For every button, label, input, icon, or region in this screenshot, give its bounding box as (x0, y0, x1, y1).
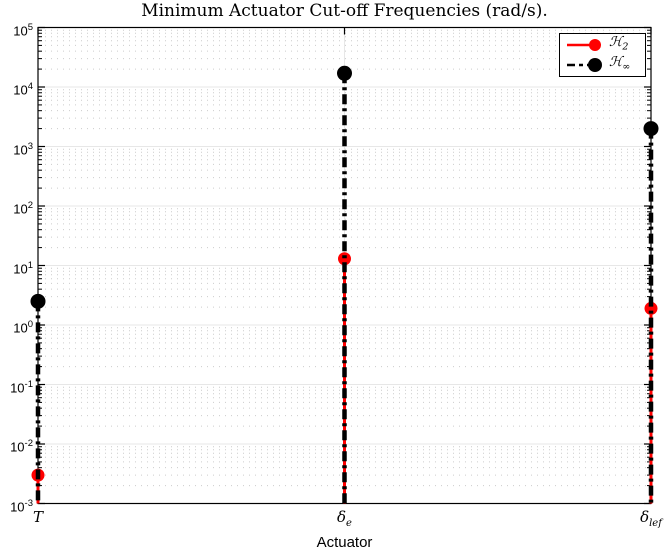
H2-marker-2 (644, 301, 658, 315)
x-axis-title: Actuator (316, 534, 373, 551)
x-tick-label-0: T (32, 508, 44, 526)
h2-legend-glyph (567, 39, 601, 52)
hinf-legend-label: ℋ∞ (609, 53, 631, 73)
y-tick-label-1e5: 105 (13, 21, 33, 38)
Hinf-marker-0 (30, 293, 46, 309)
Hinf-marker-1 (337, 65, 352, 81)
y-tick-label-1e0: 100 (13, 319, 33, 336)
y-tick-label-1e1: 101 (13, 259, 33, 276)
x-tick-label-2: δlef (640, 508, 662, 529)
chart-title: Minimum Actuator Cut-off Frequencies (ra… (141, 1, 548, 21)
y-tick-label-1e-1: 10-1 (10, 378, 33, 395)
y-tick-label-1e-2: 10-2 (10, 438, 33, 455)
hinf-legend-glyph (567, 57, 602, 72)
x-tick-label-1: δe (337, 508, 352, 529)
y-tick-label-1e4: 104 (13, 81, 33, 98)
H2-marker-1 (338, 252, 351, 266)
legend-item-h2: ℋ2 (566, 34, 641, 55)
Hinf-marker-2 (643, 121, 659, 137)
h2-legend-label: ℋ2 (609, 34, 629, 53)
y-tick-label-1e3: 103 (13, 140, 33, 157)
y-tick-label-1e2: 102 (13, 200, 33, 217)
legend-item-hinf: ℋ∞ (566, 53, 641, 74)
legend: ℋ2 ℋ∞ (559, 33, 646, 77)
y-tick-label-1e-3: 10-3 (10, 497, 33, 514)
